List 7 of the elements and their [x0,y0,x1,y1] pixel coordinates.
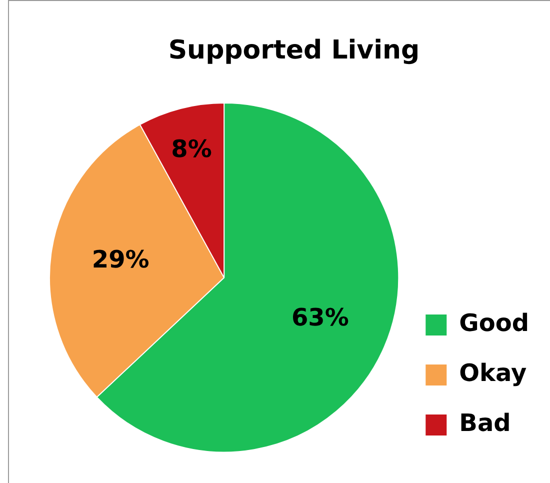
legend-label: Good [459,309,530,338]
data-label: 63% [291,303,349,332]
chart-title: Supported Living [168,35,420,66]
legend-label: Okay [459,359,527,388]
data-label: 8% [171,135,212,164]
legend-label: Bad [459,409,511,438]
data-label: 29% [92,245,150,274]
